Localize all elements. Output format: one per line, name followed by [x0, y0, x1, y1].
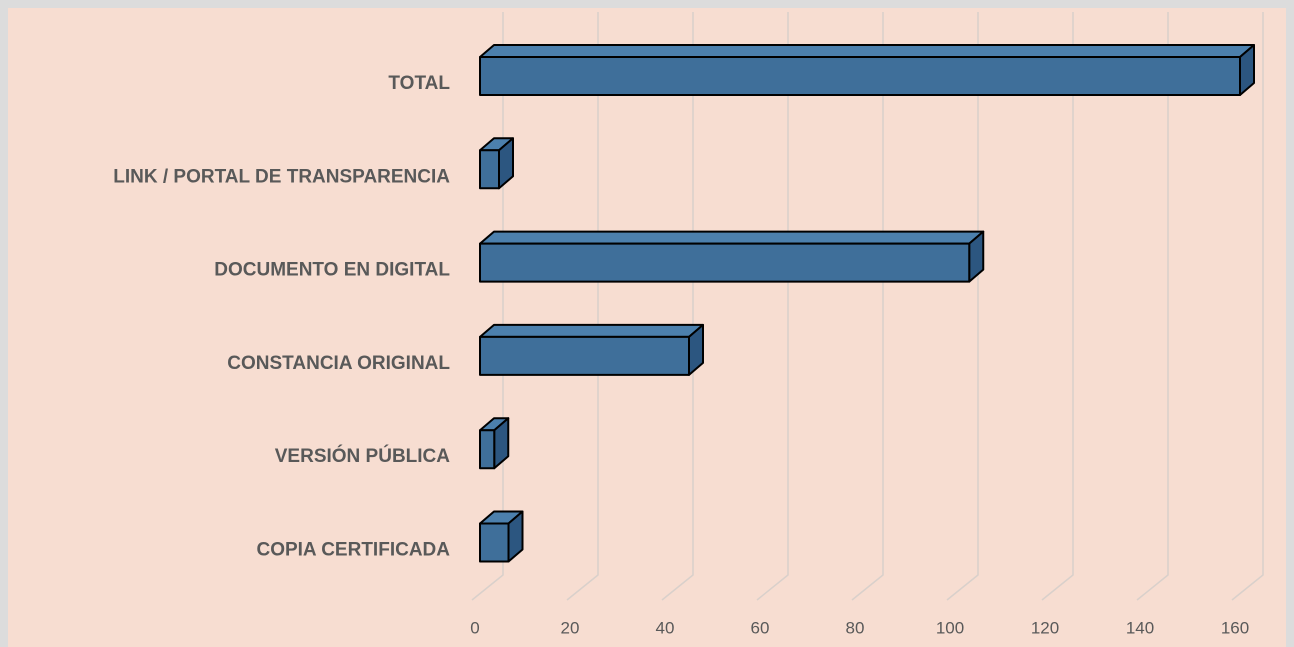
x-tick-label: 120 [1031, 618, 1059, 637]
x-tick-label: 40 [656, 618, 675, 637]
grid-line [756, 12, 789, 601]
grid-line [1136, 12, 1169, 601]
grid-line [566, 12, 599, 601]
grid-line [1231, 12, 1264, 601]
y-tick-label: COPIA CERTIFICADA [256, 540, 450, 561]
y-tick-label: DOCUMENTO EN DIGITAL [214, 260, 450, 281]
grid-line [1041, 12, 1074, 601]
x-tick-label: 100 [936, 618, 964, 637]
bar-top [479, 230, 985, 245]
y-tick-label: LINK / PORTAL DE TRANSPARENCIA [113, 166, 450, 187]
y-tick-label: VERSIÓN PÚBLICA [275, 445, 451, 467]
x-tick-label: 60 [751, 618, 770, 637]
y-tick-label: CONSTANCIA ORIGINAL [227, 353, 450, 374]
x-tick-label: 0 [470, 618, 479, 637]
grid-line [946, 12, 979, 601]
x-tick-label: 160 [1221, 618, 1249, 637]
bar [479, 522, 510, 563]
grid-line [661, 12, 694, 601]
bar [479, 242, 971, 283]
bar [479, 429, 496, 470]
x-tick-label: 80 [846, 618, 865, 637]
bar [479, 56, 1241, 96]
grid-line [471, 12, 504, 601]
bar [479, 149, 500, 190]
grid-line [851, 12, 884, 601]
bar [479, 335, 690, 376]
y-tick-label: TOTAL [388, 73, 450, 94]
bar-top [479, 323, 704, 338]
x-tick-label: 140 [1126, 618, 1154, 637]
bar-top [479, 44, 1255, 58]
x-tick-label: 20 [561, 618, 580, 637]
